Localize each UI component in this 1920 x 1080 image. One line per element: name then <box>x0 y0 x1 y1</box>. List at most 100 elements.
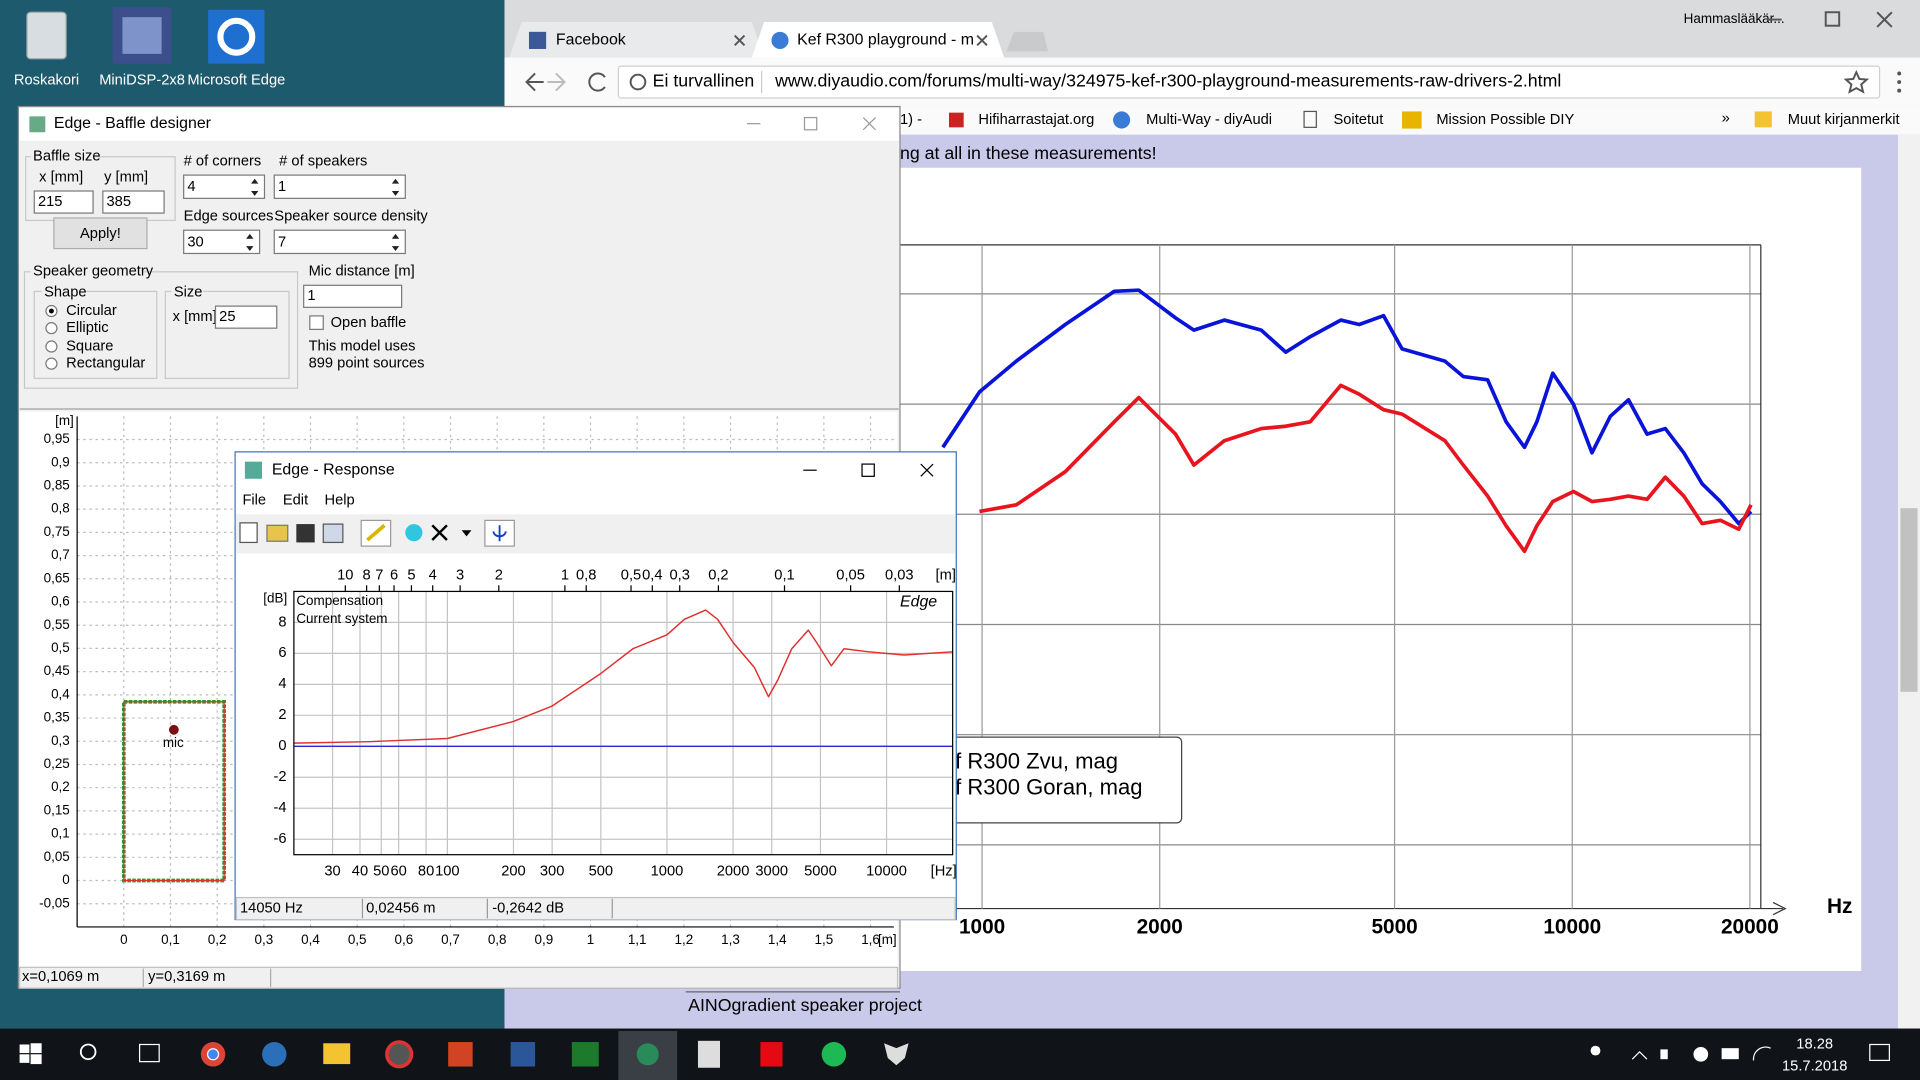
spin-arrows[interactable] <box>246 178 400 252</box>
bookmark-overflow[interactable]: » <box>1722 111 1730 127</box>
taskbar-app[interactable] <box>448 1042 473 1067</box>
input-value[interactable]: 30 <box>187 234 203 250</box>
new-tab[interactable] <box>1006 31 1049 52</box>
tray-shape[interactable] <box>1590 1045 1601 1056</box>
input[interactable] <box>102 190 165 214</box>
bookmark[interactable]: Mission Possible DIY <box>1436 112 1574 128</box>
radio-label[interactable]: Elliptic <box>66 320 108 336</box>
close[interactable] <box>920 463 934 477</box>
taskbar-app[interactable] <box>323 1043 351 1065</box>
input[interactable] <box>214 305 278 329</box>
tray[interactable] <box>1590 1045 1771 1062</box>
security-label[interactable]: Ei turvallinen <box>653 71 755 91</box>
spin-input[interactable] <box>183 174 266 199</box>
input-value[interactable]: 385 <box>107 194 132 210</box>
button-label[interactable]: Apply! <box>80 226 121 242</box>
reload[interactable] <box>588 72 606 92</box>
profile-name[interactable]: Hammaslääkär... <box>1684 11 1785 26</box>
search[interactable] <box>79 1043 97 1061</box>
menu-item[interactable]: Edit <box>283 493 308 509</box>
tray-shape[interactable] <box>1721 1048 1739 1060</box>
maximize[interactable] <box>1824 11 1841 27</box>
radio-label[interactable]: Rectangular <box>66 356 145 372</box>
url[interactable]: www.diyaudio.com/forums/multi-way/324975… <box>774 71 1561 91</box>
menu-item[interactable]: File <box>242 493 266 509</box>
spin-arrows-shape[interactable] <box>391 233 400 252</box>
icon-label[interactable]: Roskakori <box>14 73 79 89</box>
toolbar-shape[interactable] <box>366 523 386 542</box>
input[interactable] <box>33 190 94 214</box>
forward[interactable] <box>547 72 566 92</box>
input-value[interactable]: 1 <box>278 179 286 195</box>
desktop-icon-shape[interactable] <box>217 17 256 56</box>
start-button[interactable] <box>19 1043 42 1065</box>
radio-label[interactable]: Circular <box>66 303 117 319</box>
icon-label[interactable]: MiniDSP-2x8 <box>99 73 185 89</box>
tray-shape[interactable] <box>1631 1050 1648 1060</box>
close[interactable] <box>1876 11 1893 28</box>
start-button-shape[interactable] <box>30 1054 42 1065</box>
close[interactable] <box>862 117 876 131</box>
toolbar-shape[interactable] <box>431 524 448 541</box>
omnibox[interactable] <box>617 65 1881 99</box>
toolbar-shape[interactable] <box>405 524 423 542</box>
desktop-icon[interactable]: MiniDSP-2x8 <box>99 7 185 89</box>
maximize[interactable] <box>861 463 875 477</box>
button[interactable] <box>53 217 148 250</box>
taskbar-app[interactable] <box>262 1042 287 1067</box>
tray-shape[interactable] <box>1693 1046 1709 1062</box>
spin-arrows-shape[interactable] <box>251 178 259 196</box>
checkbox[interactable] <box>309 315 324 330</box>
desktop-icon[interactable]: Microsoft Edge <box>187 9 285 89</box>
spin-input[interactable] <box>273 229 406 255</box>
toolbar-shape[interactable] <box>266 524 289 542</box>
taskbar-app[interactable] <box>884 1043 909 1066</box>
spin-input[interactable] <box>273 174 406 199</box>
bookmark[interactable]: Multi-Way - diyAudi <box>1146 112 1272 128</box>
input-value[interactable]: 7 <box>278 234 286 250</box>
start-button-shape[interactable] <box>19 1044 30 1054</box>
input-value[interactable]: 215 <box>38 194 63 210</box>
bookmark[interactable]: Hifiharrastajat.org <box>978 112 1094 128</box>
spin-arrows-shape[interactable] <box>246 233 254 252</box>
toolbar-shape[interactable] <box>239 522 258 544</box>
start-button-shape[interactable] <box>30 1043 42 1054</box>
icon-label[interactable]: Microsoft Edge <box>187 73 285 89</box>
radio-label[interactable]: Square <box>66 338 113 354</box>
start-button-shape[interactable] <box>19 1054 30 1063</box>
notifications[interactable] <box>1869 1043 1890 1062</box>
menu-item[interactable]: Help <box>324 493 354 509</box>
desktop-icon[interactable]: Roskakori <box>14 11 79 89</box>
input-value[interactable]: 1 <box>307 288 315 304</box>
taskbar-app[interactable] <box>697 1040 720 1068</box>
desktop-icon-shape[interactable] <box>122 17 162 54</box>
clock-time[interactable]: 18.28 <box>1796 1036 1833 1052</box>
taskbar-app[interactable] <box>385 1040 414 1069</box>
toolbar[interactable] <box>239 519 515 547</box>
bookmark[interactable]: Muut kirjanmerkit <box>1788 112 1900 128</box>
maximize[interactable] <box>803 116 818 131</box>
tab[interactable] <box>751 22 1005 58</box>
tab[interactable] <box>509 22 765 58</box>
taskbar-app[interactable] <box>760 1042 783 1067</box>
toolbar-shape[interactable] <box>492 525 507 542</box>
input[interactable] <box>303 284 403 308</box>
tray-shape[interactable] <box>1752 1046 1771 1061</box>
tray-shape[interactable] <box>1660 1049 1668 1060</box>
spin-input[interactable] <box>183 229 261 255</box>
taskbar-app[interactable] <box>821 1042 847 1067</box>
desktop-icon-shape[interactable] <box>26 11 67 60</box>
toolbar-shape[interactable] <box>484 519 515 547</box>
checkbox-label[interactable]: Open baffle <box>331 315 407 331</box>
bookmark-star[interactable] <box>1843 69 1870 94</box>
toolbar-shape[interactable] <box>461 530 472 537</box>
spin-arrows-shape[interactable] <box>391 178 400 196</box>
back[interactable] <box>525 72 544 92</box>
clock-date[interactable]: 15.7.2018 <box>1782 1058 1847 1074</box>
taskbar-app[interactable] <box>571 1042 599 1067</box>
tab-title[interactable]: Facebook <box>556 32 626 49</box>
bookmark[interactable]: 1) - <box>900 112 922 128</box>
toolbar-shape[interactable] <box>322 523 344 544</box>
task-view[interactable] <box>138 1043 160 1063</box>
input-value[interactable]: 25 <box>219 309 235 325</box>
